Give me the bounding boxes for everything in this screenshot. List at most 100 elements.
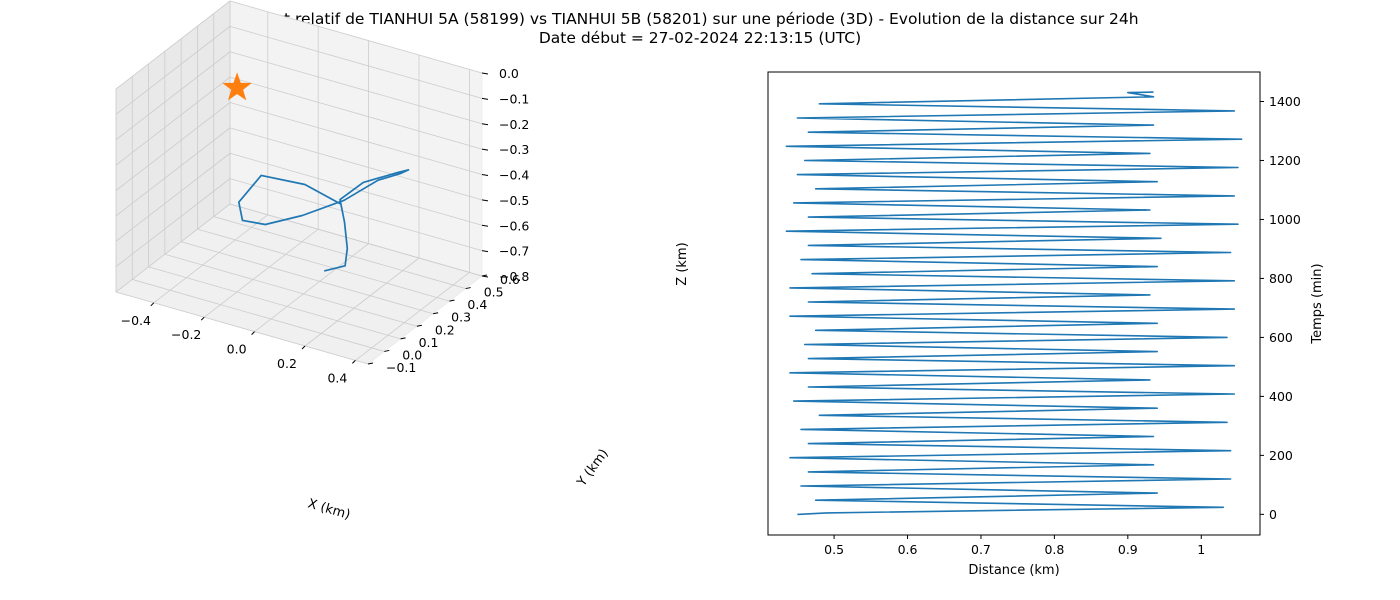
x-tick-label: 0.4	[327, 370, 347, 385]
z-tick-mark	[481, 123, 489, 126]
y-tick-label: −0.1	[386, 360, 416, 375]
grid-line	[115, 76, 231, 166]
z-tick-label: −0.8	[499, 269, 529, 284]
grid-line	[115, 0, 231, 90]
grid-line	[115, 26, 231, 115]
grid-line	[229, 76, 483, 150]
x-tick-label: −0.4	[121, 313, 151, 328]
y-tick-label: 0.1	[419, 335, 439, 350]
x-axis-label: Distance (km)	[968, 563, 1059, 578]
grid-line	[115, 102, 231, 191]
y-tick-mark	[367, 362, 374, 365]
grid-line	[355, 272, 470, 361]
y-tick-mark	[416, 324, 422, 327]
x-tick-label: −0.2	[171, 327, 201, 342]
distance-series-line	[785, 91, 1243, 516]
chart-3d-relative-motion: −0.4−0.20.00.20.4−0.10.00.10.20.30.40.50…	[115, 0, 690, 523]
z-tick-label: −0.6	[499, 218, 529, 233]
figure-title: Mvt relatif de TIANHUI 5A (58199) vs TIA…	[0, 10, 1400, 48]
z-tick-label: −0.4	[499, 168, 529, 183]
y-tick-label: 0	[1269, 507, 1277, 522]
x-tick-label: 1	[1197, 542, 1205, 557]
title-line-2: Date début = 27-02-2024 22:13:15 (UTC)	[538, 29, 862, 47]
y-tick-label: 0.0	[402, 347, 422, 362]
z-tick-label: −0.1	[499, 91, 529, 106]
grid-line	[181, 241, 434, 315]
y-tick-label: 1400	[1269, 94, 1301, 109]
z-tick-mark	[481, 224, 489, 227]
grid-line	[153, 214, 269, 304]
y-tick-label: 1000	[1269, 212, 1301, 227]
grid-line	[213, 216, 466, 289]
y-tick-label: 600	[1269, 330, 1293, 345]
x-tick-mark	[200, 316, 205, 321]
y-tick-label: 1200	[1269, 153, 1301, 168]
z-tick-label: −0.5	[499, 193, 529, 208]
x-tick-mark	[251, 331, 255, 335]
z-axis-label: Z (km)	[675, 242, 690, 285]
y-tick-label: 0.5	[484, 285, 504, 300]
y-tick-mark	[433, 312, 439, 315]
x-tick-label: 0.7	[971, 542, 991, 557]
title-line-1: Mvt relatif de TIANHUI 5A (58199) vs TIA…	[261, 10, 1139, 28]
origin-star-marker	[222, 72, 252, 101]
y-tick-label: 400	[1269, 389, 1293, 404]
grid-line	[115, 127, 231, 217]
y-axis-label: Temps (min)	[1310, 263, 1325, 344]
y-tick-label: 200	[1269, 448, 1293, 463]
grid-line	[304, 257, 420, 347]
y-axis-label: Y (km)	[574, 446, 612, 490]
grid-line	[229, 102, 483, 175]
grid-line	[229, 51, 483, 125]
grid-line	[229, 178, 483, 252]
y-tick-mark	[400, 337, 406, 340]
grid-line	[115, 178, 231, 267]
x-tick-label: 0.8	[1044, 542, 1064, 557]
grid-line	[229, 25, 483, 99]
y-tick-mark	[384, 349, 390, 352]
grid-line	[203, 228, 319, 318]
z-tick-mark	[481, 148, 489, 151]
z-tick-label: −0.7	[499, 244, 529, 259]
y-tick-label: 0.4	[467, 297, 487, 312]
plot-frame	[767, 71, 1261, 536]
z-tick-mark	[481, 72, 489, 75]
x-tick-mark	[150, 302, 155, 307]
grid-line	[164, 253, 417, 327]
z-tick-mark	[481, 174, 489, 176]
grid-line	[115, 152, 231, 242]
grid-line	[115, 291, 369, 365]
x-tick-label: 0.5	[824, 542, 844, 557]
grid-line	[229, 127, 483, 201]
chart-distance-over-time: 0.5 0.6 0.7 0.8 0.9 1 0 200 400 600 800 1000 1200 140…	[767, 71, 1325, 578]
z-tick-label: −0.3	[499, 142, 529, 157]
y-tick-label: 0.3	[451, 310, 471, 325]
y-tick-mark	[449, 299, 455, 302]
x-tick-label: 0.6	[898, 542, 918, 557]
z-tick-label: −0.2	[499, 117, 529, 132]
relative-trajectory-line	[237, 168, 410, 272]
x-tick-mark	[352, 360, 356, 364]
x-tick-mark	[301, 345, 306, 350]
z-tick-mark	[481, 250, 489, 253]
grid-line	[115, 51, 231, 141]
y-tick-label: 800	[1269, 271, 1293, 286]
z-tick-mark	[481, 199, 489, 202]
x-tick-label: 0.0	[227, 342, 247, 357]
grid-line	[132, 279, 385, 352]
grid-line	[148, 266, 401, 340]
x-axis-label: X (km)	[306, 496, 352, 522]
grid-line	[229, 203, 483, 277]
y-tick-label: 0.2	[435, 322, 455, 337]
grid-line	[254, 243, 369, 332]
z-tick-mark	[481, 97, 489, 100]
y-tick-label: 0.6	[500, 272, 520, 287]
grid-line	[229, 0, 483, 74]
grid-line	[229, 152, 483, 226]
x-tick-label: 0.9	[1118, 542, 1138, 557]
grid-line	[197, 228, 450, 302]
grid-line	[115, 203, 231, 293]
y-tick-mark	[465, 287, 471, 290]
x-tick-label: 0.2	[277, 356, 297, 371]
